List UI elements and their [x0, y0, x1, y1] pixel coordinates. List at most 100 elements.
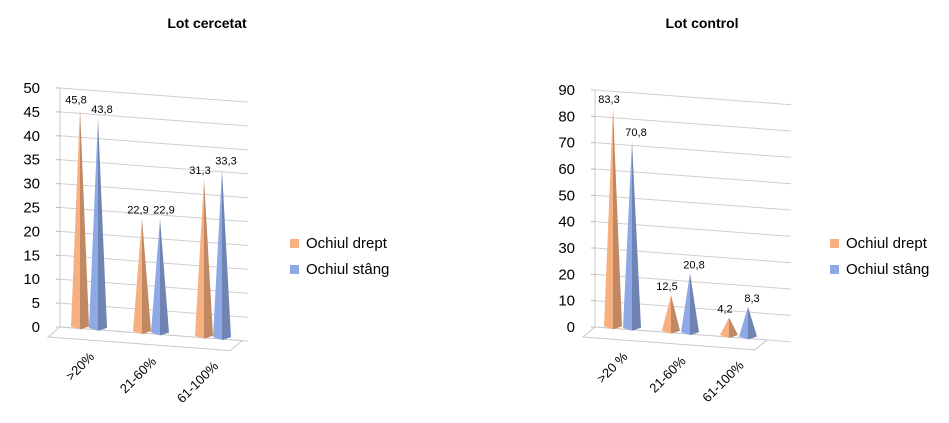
chart-floor	[46, 326, 244, 352]
y-tick-label: 5	[32, 295, 40, 312]
cone-face-light	[213, 169, 222, 341]
cone-ochiul-st-ng-61-100	[739, 306, 757, 340]
y-tick-label: 20	[23, 223, 40, 240]
legend-swatch-orange	[830, 238, 839, 248]
y-tick-label: 20	[558, 266, 575, 283]
gridline	[59, 183, 249, 199]
cone-face-light	[195, 179, 204, 339]
cone-ochiul-st-ng-21-60	[681, 273, 699, 336]
y-tick-label: 45	[23, 104, 40, 121]
gridline	[594, 142, 792, 158]
gridline	[594, 168, 792, 185]
data-label: 31,3	[189, 165, 210, 177]
cone-face-shaded	[142, 218, 151, 335]
y-tick-label: 0	[32, 319, 40, 336]
cone-face-shaded	[632, 140, 641, 331]
cone-ochiul-drept-61-100	[195, 179, 213, 339]
cone-face-light	[89, 118, 98, 331]
y-tick-label: 35	[23, 152, 40, 169]
chart-panel-lot-cercetat: Lot cercetat 0 5 10 15 20 25 30 35 40 45 50 45,8 43,…	[0, 0, 474, 423]
y-tick-label: 70	[558, 135, 575, 152]
y-tick-label: 50	[23, 80, 40, 97]
cone-ochiul-st-ng-61-100	[213, 169, 231, 341]
legend-swatch-orange	[290, 238, 299, 248]
gridline	[59, 230, 249, 246]
data-label: 83,3	[598, 94, 619, 106]
legend-item-ochiul-drept: Ochiul drept	[830, 230, 929, 256]
gridline	[59, 159, 249, 175]
chart-floor	[581, 326, 769, 351]
gridline	[594, 221, 792, 237]
y-tick-label: 60	[558, 161, 575, 178]
y-tick-label: 40	[23, 128, 40, 145]
data-label: 33,3	[215, 156, 236, 168]
y-tick-label: 90	[558, 82, 575, 99]
cone-face-shaded	[222, 169, 231, 341]
y-tick-label: 80	[558, 108, 575, 125]
x-category-label: >20%	[63, 349, 98, 384]
data-label: 45,8	[65, 94, 86, 106]
cone-face-shaded	[204, 179, 213, 339]
legend-item-ochiul-stang: Ochiul stâng	[290, 256, 389, 282]
y-tick-label: 40	[558, 214, 575, 231]
legend-item-ochiul-stang: Ochiul stâng	[830, 256, 929, 282]
data-label: 22,9	[127, 204, 148, 216]
cone-face-shaded	[160, 218, 169, 336]
data-label: 4,2	[717, 303, 732, 315]
gridline	[59, 207, 249, 223]
legend-swatch-blue	[290, 264, 299, 274]
chart-panel-lot-control: Lot control 0 10 20 30 40 50 60 70 80 90 83,3 70,8 1…	[475, 0, 949, 423]
y-tick-label: 30	[558, 240, 575, 257]
cone-face-light	[739, 306, 748, 340]
data-label: 20,8	[683, 259, 704, 271]
cone-face-light	[681, 273, 690, 336]
chart-legend: Ochiul drept Ochiul stâng	[290, 230, 389, 282]
data-label: 8,3	[744, 293, 759, 305]
y-tick-label: 0	[567, 319, 575, 336]
y-tick-label: 15	[23, 247, 40, 264]
cone-face-light	[151, 218, 160, 336]
legend-label: Ochiul drept	[306, 234, 387, 252]
chart-title: Lot cercetat	[167, 15, 247, 31]
cone-face-light	[604, 107, 613, 330]
x-category-label: >20 %	[594, 349, 631, 386]
x-category-label: 21-60%	[646, 353, 689, 396]
data-label: 70,8	[625, 127, 646, 139]
cone-face-shaded	[671, 294, 680, 334]
legend-swatch-blue	[830, 264, 839, 274]
cone-face-light	[720, 317, 729, 339]
y-tick-label: 10	[23, 271, 40, 288]
cone-face-light	[71, 108, 80, 330]
legend-item-ochiul-drept: Ochiul drept	[290, 230, 389, 256]
gridline	[59, 87, 249, 103]
gridline	[594, 194, 792, 211]
legend-label: Ochiul stâng	[306, 260, 390, 278]
gridline	[59, 111, 249, 127]
cone-ochiul-st-ng-20	[89, 118, 107, 331]
cone-face-light	[623, 140, 632, 331]
cone-face-shaded	[98, 118, 107, 331]
cone-face-shaded	[613, 107, 622, 330]
cone-chart-lot-cercetat: 0 5 10 15 20 25 30 35 40 45 50 45,8 43,8 22,9 22,9 31,3…	[23, 80, 249, 406]
data-label: 22,9	[153, 205, 174, 217]
cone-ochiul-drept-61-100	[720, 317, 738, 339]
gridline	[59, 254, 249, 270]
x-category-label: 61-100%	[174, 358, 222, 406]
cone-face-shaded	[748, 306, 757, 340]
cone-ochiul-st-ng-20	[623, 140, 641, 331]
legend-label: Ochiul stâng	[846, 260, 930, 278]
cone-ochiul-st-ng-21-60	[151, 218, 169, 336]
legend-label: Ochiul drept	[846, 234, 927, 252]
cone-ochiul-drept-21-60	[133, 218, 151, 335]
gridline	[594, 89, 792, 106]
y-tick-label: 50	[558, 187, 575, 204]
data-label: 12,5	[656, 281, 677, 293]
x-category-label: 61-100%	[699, 357, 747, 405]
y-tick-label: 25	[23, 200, 40, 217]
cone-ochiul-drept-20	[604, 107, 622, 330]
cone-face-shaded	[690, 273, 699, 336]
cone-chart-lot-control: 0 10 20 30 40 50 60 70 80 90 83,3 70,8 12,5 20,8 4,2 8,…	[558, 82, 792, 405]
gridline	[594, 115, 792, 132]
cone-face-shaded	[729, 317, 738, 339]
cone-face-shaded	[80, 108, 89, 330]
